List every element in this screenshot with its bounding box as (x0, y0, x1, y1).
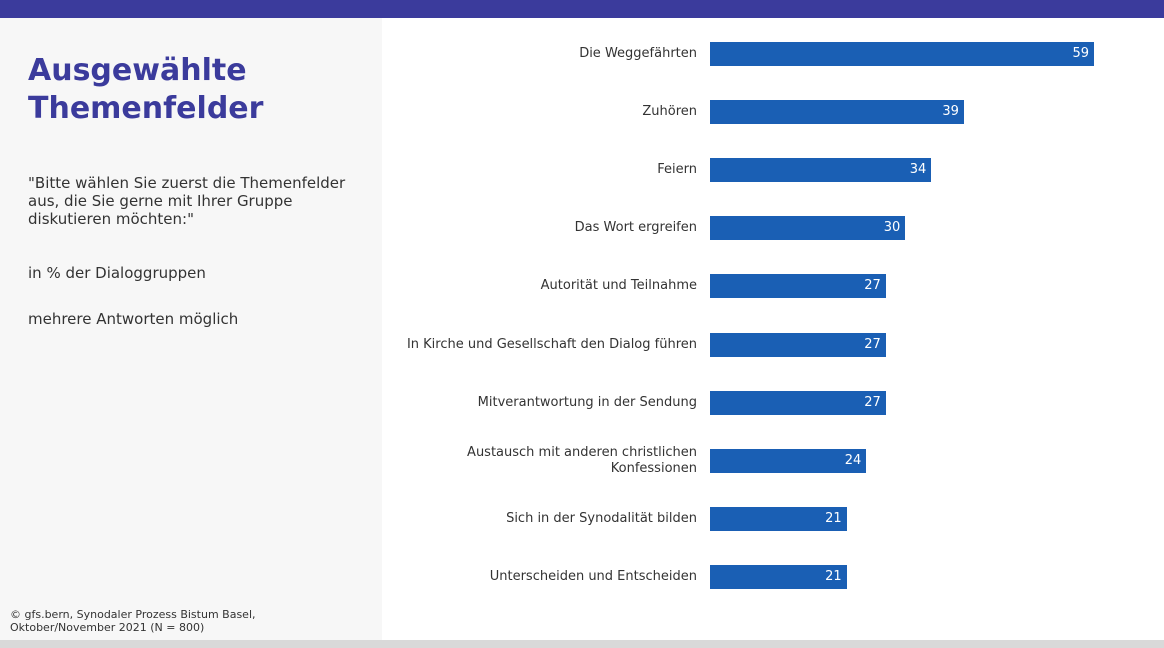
bar (710, 332, 886, 357)
value-label: 39 (942, 104, 959, 120)
bar (710, 390, 886, 415)
source: © gfs.bern, Synodaler Prozess Bistum Bas… (10, 608, 256, 634)
bar (710, 100, 964, 125)
bar (710, 216, 906, 241)
category-label: Autorität und Teilnahme (540, 278, 697, 294)
category-label: Sich in der Synodalität bilden (506, 510, 697, 526)
value-label: 27 (864, 278, 881, 294)
value-label: 21 (825, 510, 842, 526)
chart-title: Ausgewählte Themenfelder (28, 53, 264, 126)
note: mehrere Antworten möglich (28, 310, 239, 328)
value-label: 30 (883, 220, 901, 236)
bar (710, 42, 1095, 66)
bottom-bar (0, 640, 1164, 648)
category-label: Unterscheiden und Entscheiden (489, 568, 697, 584)
category-label: Zuhören (642, 104, 697, 120)
category-label: Mitverantwortung in der Sendung (477, 394, 697, 410)
category-label: Die Weggefährten (579, 46, 697, 61)
subtitle: "Bitte wählen Sie zuerst die Themenfelde… (28, 174, 346, 228)
bar (710, 274, 886, 299)
category-label: In Kirche und Gesellschaft den Dialog fü… (406, 336, 697, 352)
note: in % der Dialoggruppen (28, 264, 206, 282)
value-label: 24 (844, 452, 862, 468)
value-label: 21 (825, 568, 842, 584)
bar (710, 506, 847, 531)
value-label: 27 (864, 336, 881, 352)
chart: Die Weggefährten 59 Zuhören 39 Feiern 34 Das W… (382, 18, 1164, 640)
side-panel: Ausgewählte Themenfelder "Bitte wählen S… (0, 18, 382, 640)
value-label: 27 (864, 394, 881, 410)
category-label: Austausch mit anderen christlichen Konfe… (467, 444, 697, 476)
bar (710, 564, 847, 589)
category-label: Feiern (657, 162, 697, 178)
bar (710, 448, 867, 473)
top-bar (0, 0, 1164, 18)
value-label: 59 (1072, 46, 1090, 61)
value-label: 34 (909, 162, 927, 178)
bar (710, 158, 932, 183)
category-label: Das Wort ergreifen (574, 220, 697, 236)
